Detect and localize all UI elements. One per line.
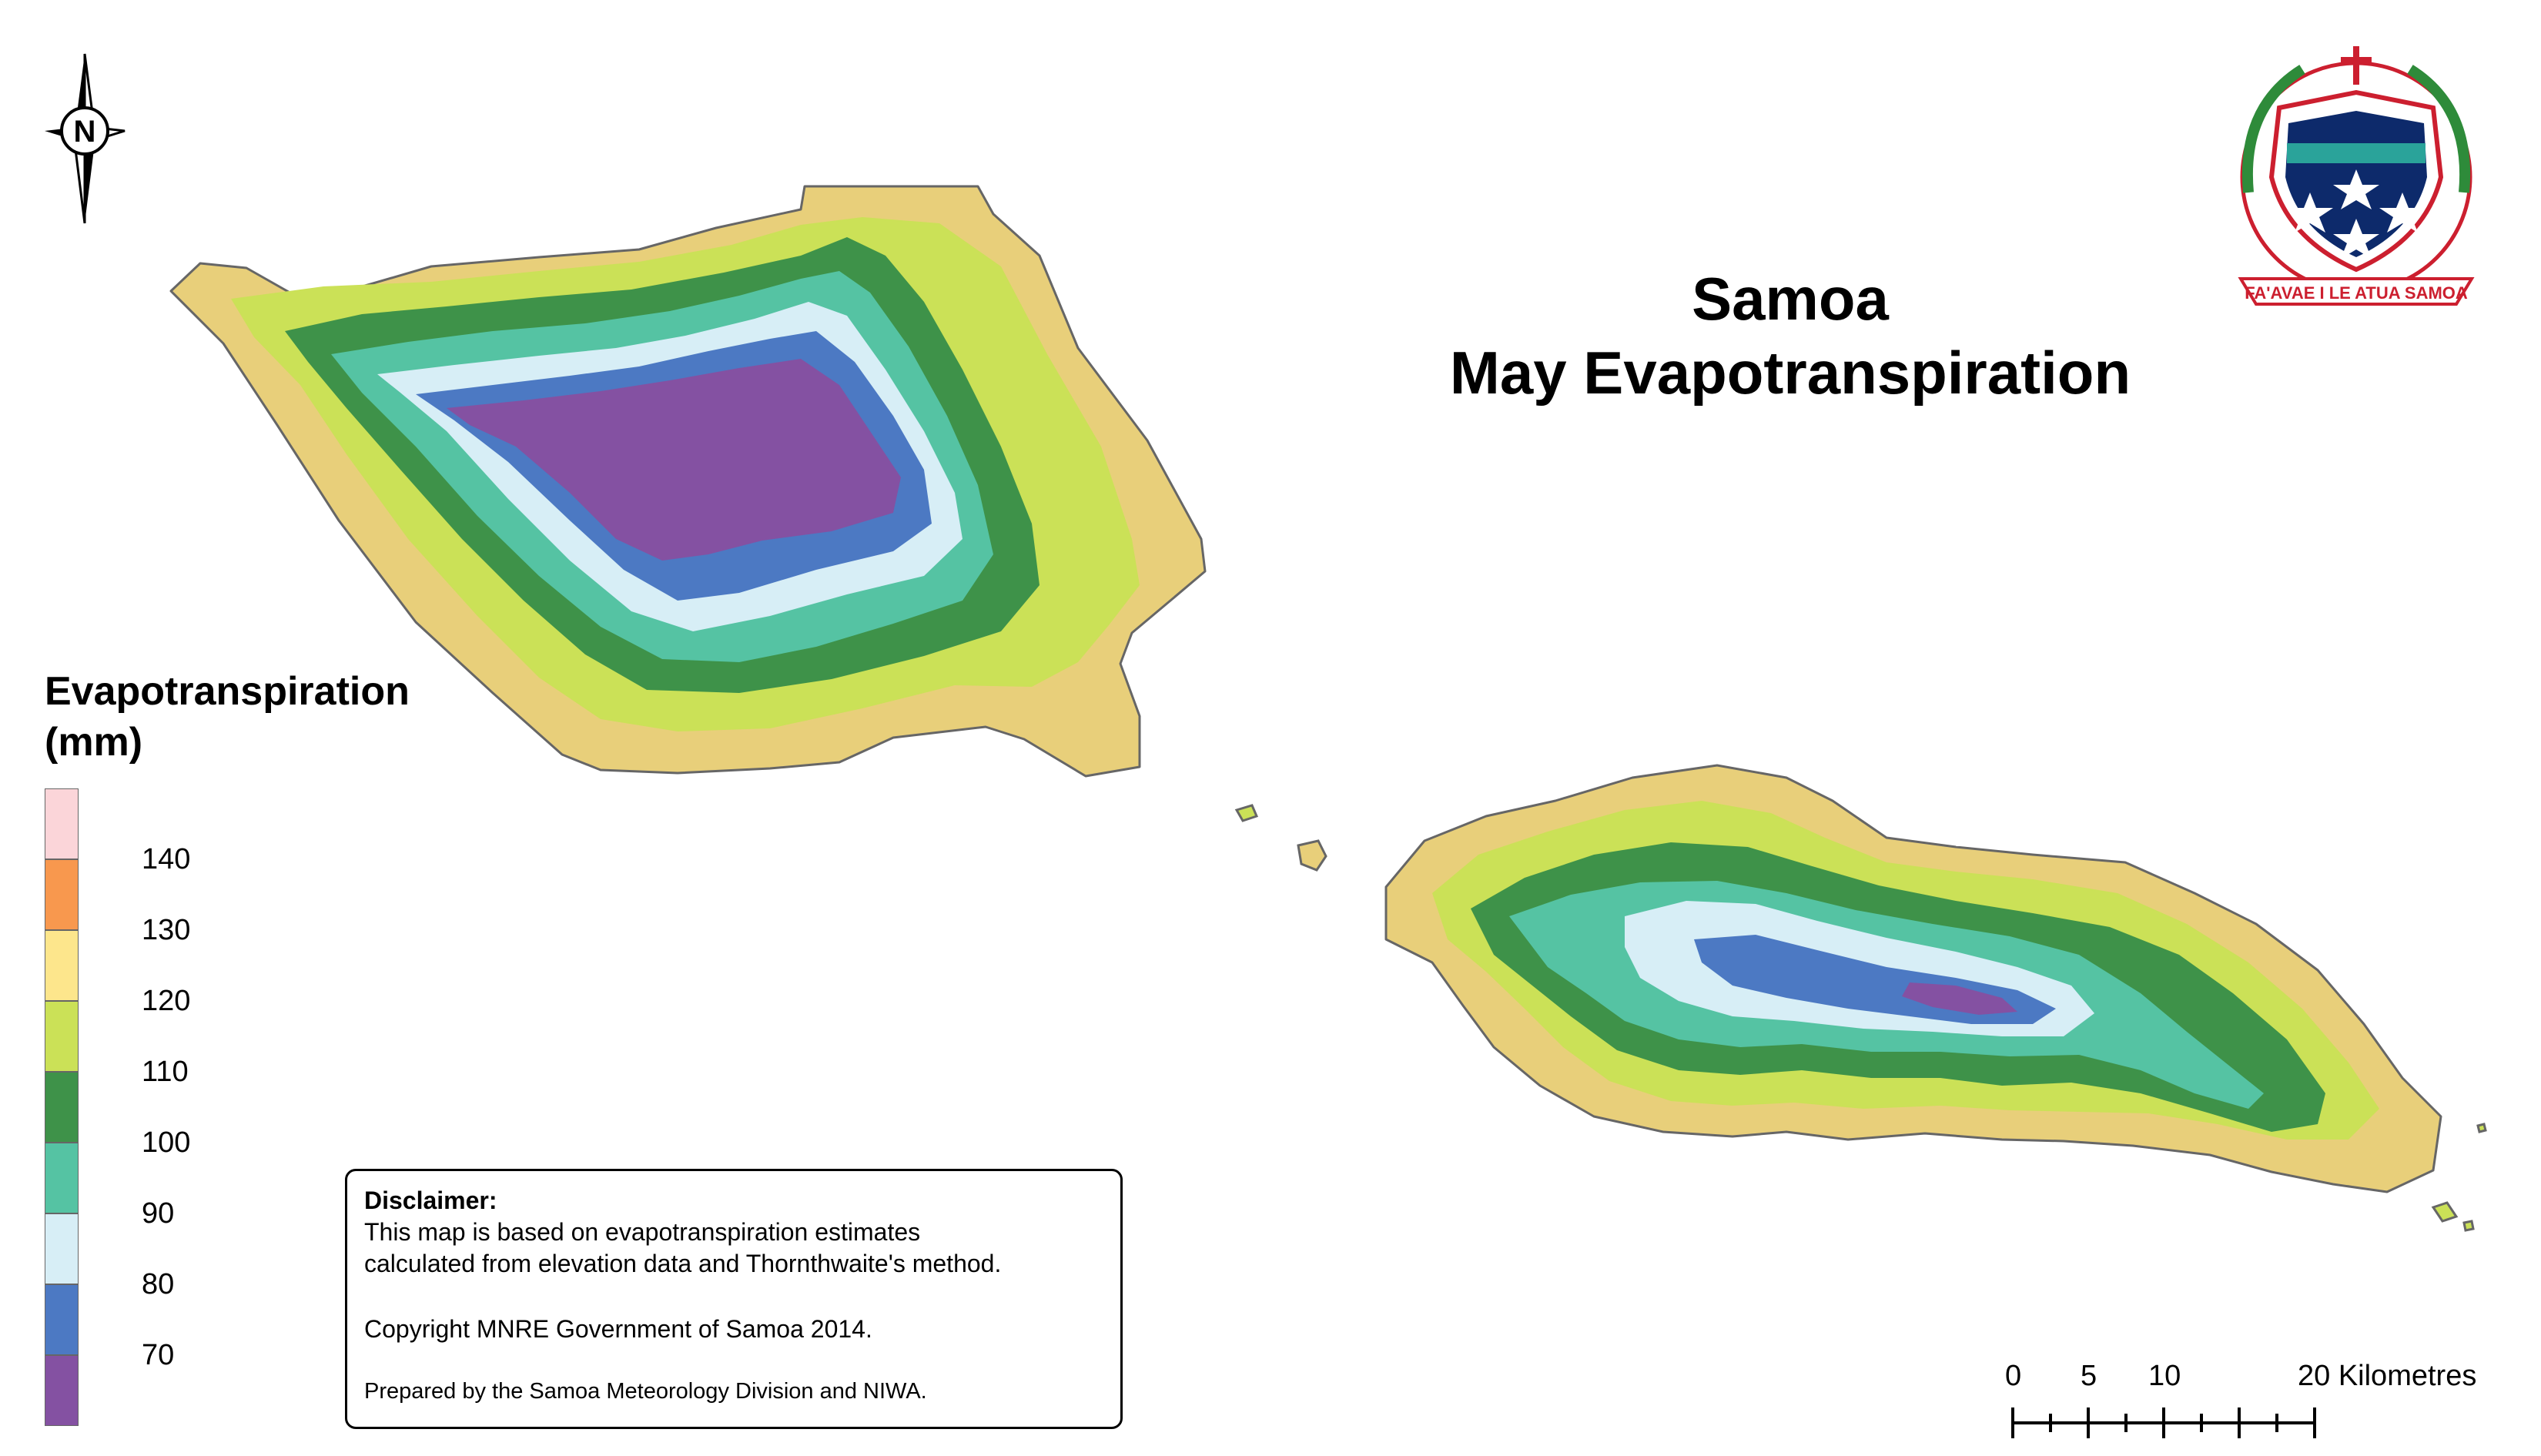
disclaimer-box: Disclaimer: This map is based on evapotr… [345,1169,1123,1429]
legend-swatch [45,788,79,859]
legend-swatch [45,1284,79,1355]
legend-swatch [45,859,79,930]
scale-bar-graphic [2011,1407,2316,1438]
island-islet [2476,1123,2487,1133]
legend-tick-label: 120 [142,985,191,1017]
legend-tick-label: 140 [142,843,191,875]
legend-tick-label: 130 [142,914,191,946]
north-arrow-icon: N [45,53,126,224]
island-manono [1297,839,1327,872]
legend-swatch [45,1355,79,1426]
disclaimer-line1: This map is based on evapotranspiration … [364,1218,921,1246]
scale-bar: 0 5 10 20 Kilometres [1971,1359,2476,1444]
legend-tick-label: 110 [142,1056,189,1088]
disclaimer-line2: calculated from elevation data and Thorn… [364,1250,1002,1277]
legend-tick-label: 90 [142,1197,175,1230]
legend-title: Evapotranspiration (mm) [45,666,410,768]
scale-label-0: 0 [2005,1360,2022,1392]
legend-tick-label: 100 [142,1126,191,1159]
legend-tick-label: 70 [142,1339,175,1371]
island-nuulua [2462,1220,2475,1232]
island-nuutele [2431,1201,2459,1223]
upolu-zone-70 [1902,982,2017,1015]
legend-title-line2: (mm) [45,720,143,765]
scale-label-5: 5 [2081,1360,2097,1392]
map-title: Samoa May Evapotranspiration [1270,262,2310,410]
disclaimer-prepared: Prepared by the Samoa Meteorology Divisi… [364,1379,927,1404]
legend-swatch [45,1213,79,1284]
scale-label-10: 10 [2148,1360,2181,1392]
savaii-zone-70 [447,359,901,561]
map-title-line2: May Evapotranspiration [1449,339,2131,407]
legend-swatch [45,930,79,1001]
scale-label-20-km: 20 Kilometres [2298,1360,2477,1392]
coat-of-arms-motto: FA'AVAE I LE ATUA SAMOA [2245,283,2468,303]
north-arrow-letter: N [74,115,96,149]
legend-swatch [45,1001,79,1072]
disclaimer-copyright: Copyright MNRE Government of Samoa 2014. [364,1315,872,1343]
legend-tick-label: 80 [142,1268,175,1300]
island-apolima [1234,804,1259,822]
map-title-line1: Samoa [1692,265,1889,333]
legend-title-line1: Evapotranspiration [45,669,410,714]
island-upolu [1384,764,2442,1193]
legend-swatch [45,1072,79,1143]
island-savaii [169,185,1207,778]
legend-swatch [45,1143,79,1213]
small-islands [1234,804,2487,1232]
disclaimer-heading: Disclaimer: [364,1187,497,1214]
coat-of-arms-icon: FA'AVAE I LE ATUA SAMOA [2238,46,2475,306]
